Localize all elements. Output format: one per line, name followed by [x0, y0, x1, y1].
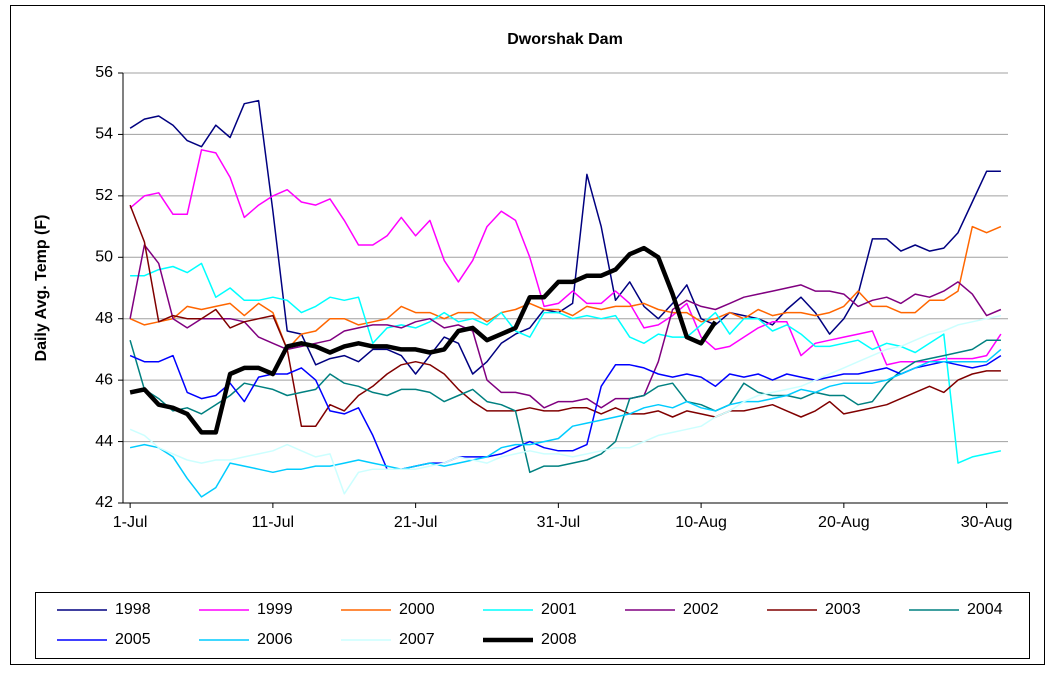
x-tick-label: 10-Aug: [675, 514, 727, 531]
legend-label: 2002: [683, 601, 719, 618]
legend-label: 2001: [541, 601, 577, 618]
x-tick-label: 11-Jul: [252, 514, 294, 531]
x-tick-label: 1-Jul: [113, 514, 148, 531]
y-tick-label: 42: [95, 494, 113, 511]
legend-label: 1999: [257, 601, 293, 618]
y-tick-label: 46: [95, 371, 113, 388]
series-line: [129, 244, 1002, 409]
series-line: [129, 99, 1001, 375]
legend-label: 2000: [399, 601, 435, 618]
legend-label: 2007: [399, 631, 435, 648]
series-line: [129, 204, 1001, 427]
series-line: [130, 262, 1002, 464]
x-tick-label: 31-Jul: [537, 514, 581, 531]
legend-label: 2003: [825, 601, 861, 618]
legend-label: 2005: [115, 631, 151, 648]
legend-label: 1998: [115, 601, 151, 618]
chart-frame: [10, 5, 1045, 665]
legend-label: 2006: [257, 631, 293, 648]
series-line: [129, 245, 718, 435]
series-line: [129, 339, 1001, 474]
series-line: [129, 348, 1002, 498]
y-axis-label: Daily Avg. Temp (F): [33, 215, 50, 362]
legend-label: 2008: [541, 631, 577, 648]
y-tick-label: 52: [95, 187, 113, 204]
series-line: [129, 314, 1002, 495]
y-tick-label: 50: [95, 249, 113, 266]
y-tick-label: 48: [95, 310, 113, 327]
legend: [35, 592, 1030, 659]
series-line: [129, 225, 1002, 351]
legend-label: 2004: [967, 601, 1003, 618]
x-tick-label: 30-Aug: [961, 514, 1013, 531]
y-tick-label: 44: [95, 433, 113, 450]
series-line: [129, 149, 1002, 366]
y-tick-label: 54: [95, 126, 113, 143]
x-tick-label: 20-Aug: [818, 514, 870, 531]
chart-title: Dworshak Dam: [507, 31, 623, 48]
x-tick-label: 21-Jul: [394, 514, 438, 531]
y-tick-label: 56: [95, 64, 113, 81]
